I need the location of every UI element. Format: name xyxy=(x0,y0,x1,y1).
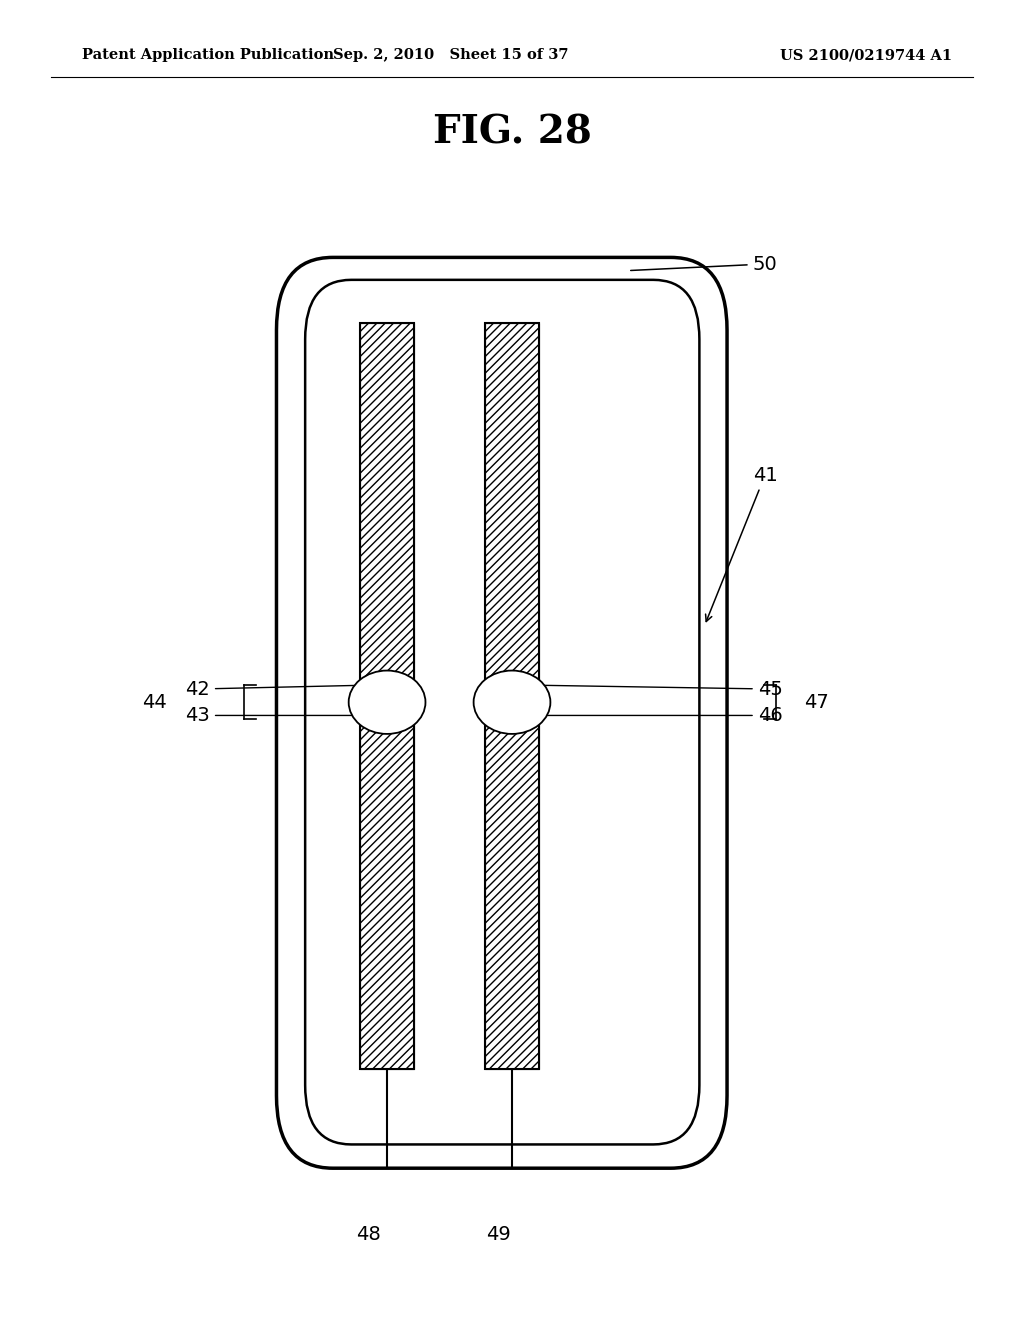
Text: 48: 48 xyxy=(356,1225,381,1243)
Bar xyxy=(360,323,414,1069)
Text: Sep. 2, 2010   Sheet 15 of 37: Sep. 2, 2010 Sheet 15 of 37 xyxy=(333,49,568,62)
Text: 49: 49 xyxy=(486,1225,511,1243)
Text: 46: 46 xyxy=(530,706,782,725)
Text: 44: 44 xyxy=(142,693,167,711)
Bar xyxy=(485,323,539,1069)
Ellipse shape xyxy=(348,671,426,734)
FancyBboxPatch shape xyxy=(276,257,727,1168)
Text: FIG. 28: FIG. 28 xyxy=(432,114,592,150)
Bar xyxy=(360,323,414,1069)
Text: 47: 47 xyxy=(804,693,828,711)
Text: 42: 42 xyxy=(185,680,369,698)
Text: US 2100/0219744 A1: US 2100/0219744 A1 xyxy=(780,49,952,62)
Text: 43: 43 xyxy=(185,706,369,725)
Bar xyxy=(485,323,539,1069)
FancyBboxPatch shape xyxy=(305,280,699,1144)
Bar xyxy=(360,323,414,1069)
Text: Patent Application Publication: Patent Application Publication xyxy=(82,49,334,62)
Ellipse shape xyxy=(473,671,551,734)
Text: 45: 45 xyxy=(530,680,782,698)
Text: 50: 50 xyxy=(631,255,777,273)
Bar xyxy=(485,323,539,1069)
Text: 41: 41 xyxy=(706,466,777,622)
